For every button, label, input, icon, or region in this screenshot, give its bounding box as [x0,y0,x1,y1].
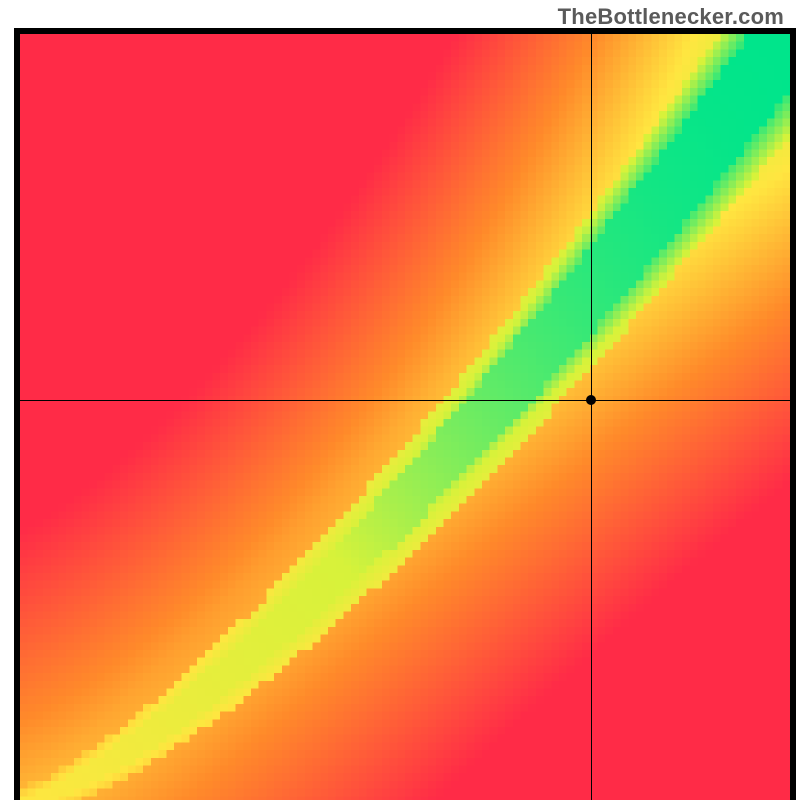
crosshair-horizontal [20,400,790,401]
crosshair-vertical [591,34,592,800]
watermark-text: TheBottlenecker.com [558,4,784,30]
bottleneck-heatmap [20,34,790,800]
heatmap-frame [14,28,796,800]
chart-container: TheBottlenecker.com [0,0,800,800]
selection-marker [586,395,596,405]
